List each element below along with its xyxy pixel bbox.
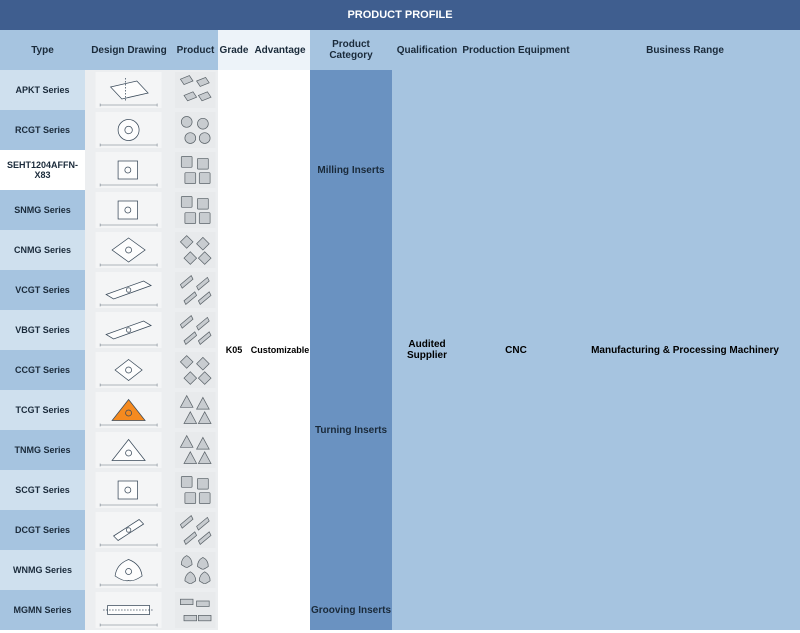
design-drawing-icon	[85, 110, 173, 150]
category-cell: Milling Inserts	[310, 70, 392, 270]
type-cell: TCGT Series	[0, 390, 85, 430]
drawing-cell	[85, 190, 173, 230]
page-title: PRODUCT PROFILE	[0, 0, 800, 30]
col-header-grade: Grade	[218, 30, 250, 70]
design-drawing-icon	[85, 430, 173, 470]
design-drawing-icon	[85, 150, 173, 190]
col-header-drawing: Design Drawing	[85, 30, 173, 70]
product-photo-icon	[173, 550, 218, 590]
col-header-product: Product	[173, 30, 218, 70]
col-header-range: Business Range	[570, 30, 800, 70]
range-cell: Manufacturing & Processing Machinery	[570, 70, 800, 630]
type-cell: VCGT Series	[0, 270, 85, 310]
type-cell: SEHT1204AFFN-X83	[0, 150, 85, 190]
col-header-qualification: Qualification	[392, 30, 462, 70]
product-photo-icon	[173, 350, 218, 390]
drawing-cell	[85, 110, 173, 150]
drawing-cell	[85, 310, 173, 350]
product-cell	[173, 150, 218, 190]
design-drawing-icon	[85, 230, 173, 270]
product-photo-icon	[173, 190, 218, 230]
type-cell: SNMG Series	[0, 190, 85, 230]
col-header-equipment: Production Equipment	[462, 30, 570, 70]
product-cell	[173, 550, 218, 590]
drawing-cell	[85, 590, 173, 630]
type-cell: APKT Series	[0, 70, 85, 110]
product-photo-icon	[173, 270, 218, 310]
grade-cell: K05	[218, 70, 250, 630]
design-drawing-icon	[85, 470, 173, 510]
product-cell	[173, 230, 218, 270]
product-cell	[173, 430, 218, 470]
type-cell: SCGT Series	[0, 470, 85, 510]
drawing-cell	[85, 270, 173, 310]
product-photo-icon	[173, 390, 218, 430]
product-photo-icon	[173, 510, 218, 550]
equipment-cell: CNC	[462, 70, 570, 630]
col-header-advantage: Advantage	[250, 30, 310, 70]
product-cell	[173, 70, 218, 110]
design-drawing-icon	[85, 190, 173, 230]
type-cell: CNMG Series	[0, 230, 85, 270]
type-cell: WNMG Series	[0, 550, 85, 590]
type-cell: CCGT Series	[0, 350, 85, 390]
design-drawing-icon	[85, 70, 173, 110]
drawing-cell	[85, 150, 173, 190]
product-cell	[173, 110, 218, 150]
design-drawing-icon	[85, 270, 173, 310]
drawing-cell	[85, 550, 173, 590]
drawing-cell	[85, 350, 173, 390]
drawing-cell	[85, 70, 173, 110]
product-cell	[173, 470, 218, 510]
design-drawing-icon	[85, 550, 173, 590]
design-drawing-icon	[85, 350, 173, 390]
type-cell: MGMN Series	[0, 590, 85, 630]
product-photo-icon	[173, 310, 218, 350]
category-cell: Turning Inserts	[310, 270, 392, 590]
product-photo-icon	[173, 430, 218, 470]
design-drawing-icon	[85, 510, 173, 550]
category-cell: Grooving Inserts	[310, 590, 392, 630]
header-row: TypeDesign DrawingProductGradeAdvantageP…	[0, 30, 800, 70]
design-drawing-icon	[85, 590, 173, 630]
product-cell	[173, 190, 218, 230]
design-drawing-icon	[85, 310, 173, 350]
type-cell: DCGT Series	[0, 510, 85, 550]
table-row: APKT SeriesK05CustomizableMilling Insert…	[0, 70, 800, 110]
col-header-category: Product Category	[310, 30, 392, 70]
product-photo-icon	[173, 590, 218, 630]
design-drawing-icon	[85, 390, 173, 430]
product-cell	[173, 270, 218, 310]
type-cell: VBGT Series	[0, 310, 85, 350]
product-photo-icon	[173, 110, 218, 150]
drawing-cell	[85, 230, 173, 270]
product-cell	[173, 350, 218, 390]
product-photo-icon	[173, 230, 218, 270]
qualification-cell: Audited Supplier	[392, 70, 462, 630]
drawing-cell	[85, 430, 173, 470]
product-cell	[173, 390, 218, 430]
product-cell	[173, 310, 218, 350]
drawing-cell	[85, 390, 173, 430]
product-cell	[173, 510, 218, 550]
product-photo-icon	[173, 470, 218, 510]
product-table: TypeDesign DrawingProductGradeAdvantageP…	[0, 30, 800, 630]
product-photo-icon	[173, 70, 218, 110]
type-cell: RCGT Series	[0, 110, 85, 150]
drawing-cell	[85, 510, 173, 550]
product-cell	[173, 590, 218, 630]
type-cell: TNMG Series	[0, 430, 85, 470]
col-header-type: Type	[0, 30, 85, 70]
drawing-cell	[85, 470, 173, 510]
advantage-cell: Customizable	[250, 70, 310, 630]
product-photo-icon	[173, 150, 218, 190]
